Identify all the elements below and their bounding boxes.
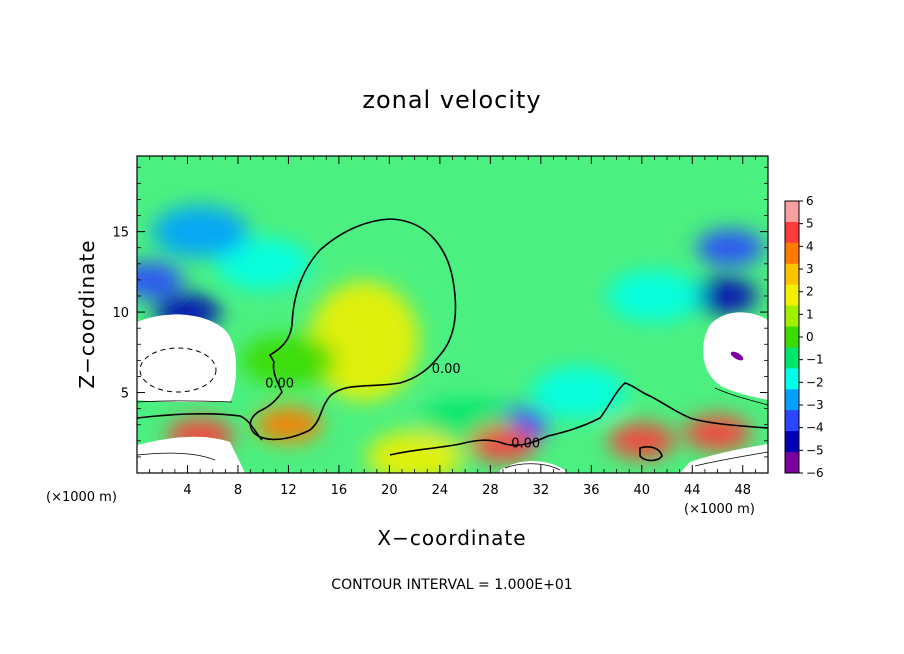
- colorbar-swatch-2: [785, 242, 799, 265]
- x-tick-label-0: 4: [183, 483, 191, 498]
- white-region-bottom-right: [680, 444, 768, 473]
- colorbar-label-2: 4: [806, 239, 814, 253]
- field-region-0: [309, 281, 420, 402]
- x-tick-label-9: 40: [634, 483, 651, 498]
- field-region-3: [137, 261, 184, 299]
- field-region-9: [530, 366, 627, 419]
- velocity-field: 0.00 0.00 0.00: [137, 156, 768, 473]
- zero-contour-lower: [137, 413, 263, 441]
- contour-interval-note: CONTOUR INTERVAL = 1.000E+01: [331, 577, 573, 593]
- colorbar-label-7: −1: [806, 353, 824, 367]
- colorbar-swatch-1: [785, 221, 799, 244]
- colorbar-swatch-9: [785, 389, 799, 411]
- colorbar-label-3: 3: [806, 262, 814, 276]
- white-region-bottom-middle: [500, 461, 565, 473]
- colorbar-label-0: 6: [806, 194, 814, 208]
- dashed-contour-left: [139, 347, 217, 393]
- x-tick-label-2: 12: [280, 483, 297, 498]
- boundary-bottom-right: [694, 451, 768, 467]
- field-region-5: [690, 277, 758, 315]
- x-tick-label-11: 48: [734, 483, 751, 498]
- colorbar-swatch-5: [785, 305, 799, 328]
- boundary-right: [714, 387, 768, 406]
- boundary-bottom-left: [137, 452, 216, 461]
- y-tick-label-0: 5: [121, 387, 129, 402]
- colorbar-swatch-12: [785, 452, 799, 474]
- colorbar-swatch-0: [785, 201, 799, 223]
- x-tick-label-4: 20: [381, 483, 398, 498]
- x-tick-label-7: 32: [533, 483, 550, 498]
- colorbar-label-6: 0: [806, 330, 814, 344]
- colorbar-label-12: −6: [806, 466, 824, 480]
- field-region-6: [696, 229, 764, 266]
- field-region-11: [240, 334, 337, 387]
- colorbar-label-1: 5: [806, 217, 814, 231]
- x-axis-label: X−coordinate: [377, 526, 527, 550]
- x-tick-label-1: 8: [234, 483, 242, 498]
- x-unit-label-left: (×1000 m): [46, 490, 117, 505]
- colorbar-label-9: −3: [806, 398, 824, 412]
- x-unit-label-right: (×1000 m): [684, 502, 755, 517]
- field-region-12: [254, 406, 323, 443]
- region-boundaries: [137, 387, 768, 471]
- field-region-15: [608, 422, 676, 460]
- white-region-bottom-left: [137, 436, 245, 473]
- colorbar-label-11: −5: [806, 443, 824, 457]
- colorbar-swatch-7: [785, 347, 799, 369]
- colorbar-label-8: −2: [806, 375, 824, 389]
- colorbar-swatch-11: [785, 431, 799, 453]
- colorbar-swatch-3: [785, 263, 799, 286]
- field-region-17: [366, 430, 463, 473]
- colorbar-swatch-10: [785, 410, 799, 432]
- colorbar-label-5: 1: [806, 307, 814, 321]
- zero-contour-island: [639, 446, 663, 462]
- boundary-bottom-middle: [504, 463, 561, 471]
- colorbar: 6 5 4 3 2 1 0 −1 −2 −3 −4 −5 −6: [784, 194, 824, 480]
- colorbar-label-4: 2: [806, 285, 814, 299]
- purple-spot-right: [730, 351, 744, 361]
- x-tick-label-5: 24: [432, 483, 449, 498]
- zero-contour-surface: [389, 382, 768, 456]
- colorbar-label-10: −4: [806, 421, 824, 435]
- contour-labels: 0.00 0.00 0.00: [265, 362, 540, 451]
- zero-contours: [137, 218, 768, 462]
- x-tick-label-6: 28: [482, 483, 499, 498]
- field-region-16: [683, 414, 752, 451]
- contour-label-1: 0.00: [432, 362, 461, 377]
- y-axis-label: Z−coordinate: [75, 239, 99, 389]
- colorbar-swatch-4: [785, 284, 799, 307]
- contour-label-0: 0.00: [265, 377, 294, 392]
- x-tick-label-8: 36: [583, 483, 600, 498]
- x-tick-label-10: 44: [684, 483, 701, 498]
- field-region-1: [215, 237, 312, 290]
- y-axis-ticks: 5 10 15: [112, 166, 768, 458]
- colorbar-swatch-6: [785, 326, 799, 348]
- x-axis-ticks: 4 8 12 16 20 24 28 32 36 40 44 48: [149, 156, 756, 498]
- zero-contour-dome: [249, 218, 457, 441]
- y-tick-label-2: 15: [112, 226, 129, 241]
- white-region-left: [137, 314, 237, 402]
- boundary-left-lower: [137, 400, 233, 403]
- field-region-7: [606, 269, 703, 322]
- colorbar-swatch-8: [785, 368, 799, 390]
- y-tick-label-1: 10: [112, 306, 129, 321]
- contour-label-2: 0.00: [511, 436, 540, 451]
- field-region-2: [152, 205, 249, 258]
- chart-title: zonal velocity: [362, 86, 542, 114]
- x-tick-label-3: 16: [331, 483, 348, 498]
